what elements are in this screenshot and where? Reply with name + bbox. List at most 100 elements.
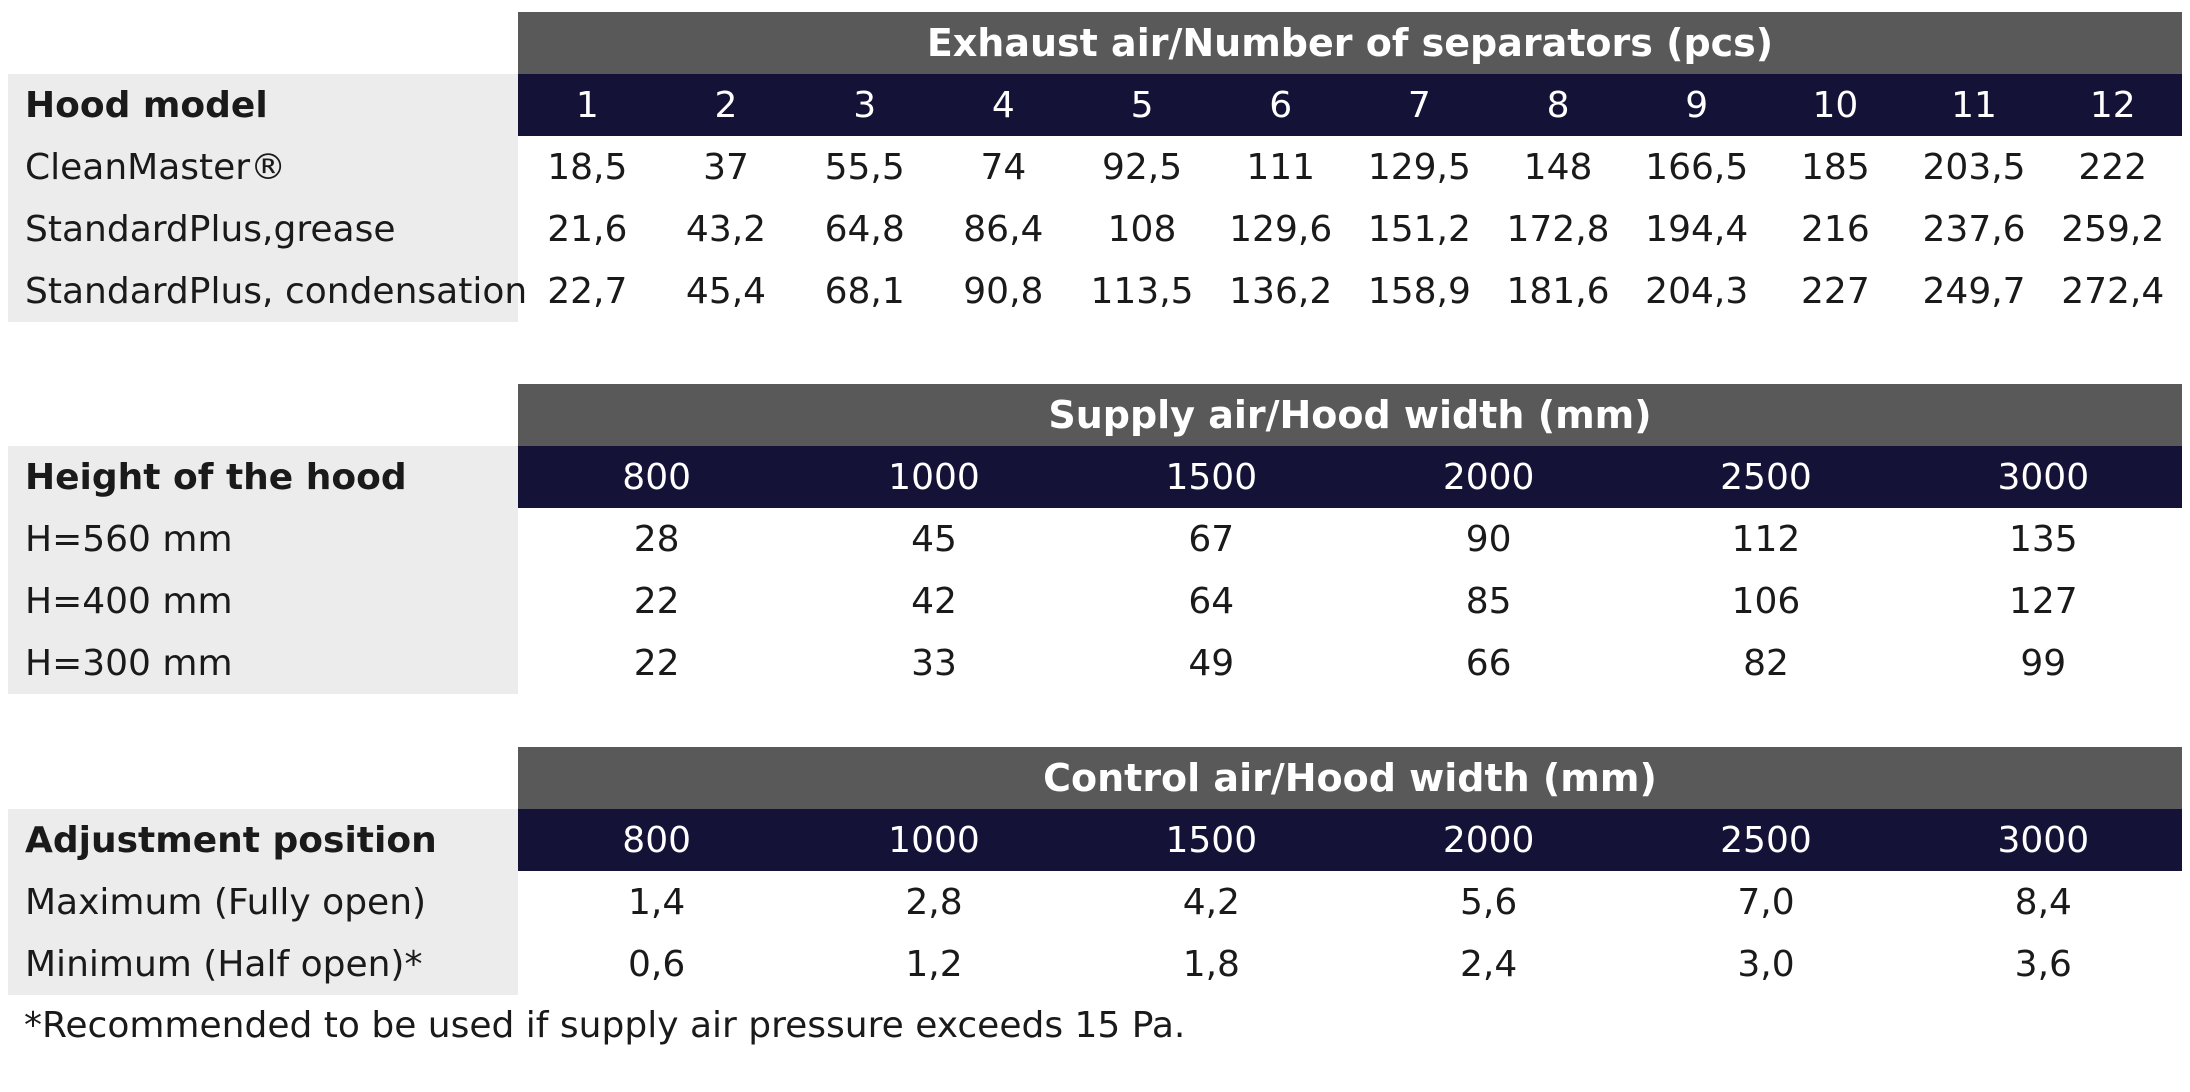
cell: 237,6 [1922, 208, 2026, 250]
cell: 8,4 [2014, 881, 2072, 923]
cell: 37 [703, 146, 749, 188]
control-air-table: Control air/Hood width (mm) Adjustment p… [8, 747, 2182, 995]
row-label: H=560 mm [8, 508, 518, 570]
row-label: CleanMaster® [8, 136, 518, 198]
cell: 111 [1246, 146, 1316, 188]
cell: 66 [1465, 642, 1512, 684]
cell: 227 [1801, 270, 1870, 312]
cell: 28 [633, 518, 680, 560]
column-header: 5 [1130, 84, 1154, 126]
row-label: H=300 mm [8, 632, 518, 694]
table-row: StandardPlus,grease 21,6 43,2 64,8 86,4 … [8, 198, 2182, 260]
cell: 4,2 [1182, 881, 1240, 923]
column-header: 11 [1951, 84, 1997, 126]
cell: 18,5 [547, 146, 628, 188]
column-header: 8 [1546, 84, 1570, 126]
cell: 194,4 [1645, 208, 1749, 250]
cell: 158,9 [1367, 270, 1471, 312]
cell: 2,4 [1460, 943, 1518, 985]
row-label: Maximum (Fully open) [8, 871, 518, 933]
column-header: 7 [1407, 84, 1431, 126]
table-row: StandardPlus, condensation 22,7 45,4 68,… [8, 260, 2182, 322]
cell: 92,5 [1101, 146, 1183, 188]
cell: 90 [1465, 518, 1512, 560]
cell: 43,2 [685, 208, 767, 250]
cell: 127 [2008, 580, 2078, 622]
cell: 272,4 [2061, 270, 2165, 312]
blank-corner [8, 747, 518, 809]
cell: 185 [1801, 146, 1870, 188]
cell: 249,7 [1922, 270, 2026, 312]
cell: 148 [1523, 146, 1593, 188]
cell: 21,6 [547, 208, 628, 250]
cell: 1,2 [905, 943, 963, 985]
cell: 112 [1731, 518, 1801, 560]
column-header: 1500 [1165, 456, 1258, 498]
control-table-title: Control air/Hood width (mm) [518, 747, 2182, 809]
column-header: 2500 [1720, 456, 1812, 498]
column-header: 4 [991, 84, 1015, 126]
cell: 166,5 [1645, 146, 1749, 188]
supply-title-row: Supply air/Hood width (mm) [8, 384, 2182, 446]
cell: 22 [633, 642, 680, 684]
cell: 113,5 [1090, 270, 1194, 312]
column-header: 3 [853, 84, 877, 126]
cell: 45 [911, 518, 957, 560]
row-label: Minimum (Half open)* [8, 933, 518, 995]
column-header: 3000 [1997, 456, 2090, 498]
cell: 64,8 [824, 208, 905, 250]
cell: 64 [1188, 580, 1235, 622]
column-header: 1000 [888, 819, 980, 861]
cell: 222 [2078, 146, 2148, 188]
control-title-row: Control air/Hood width (mm) [8, 747, 2182, 809]
cell: 136,2 [1229, 270, 1333, 312]
cell: 259,2 [2061, 208, 2165, 250]
exhaust-row-header: Hood model [8, 74, 518, 136]
cell: 0,6 [628, 943, 686, 985]
column-header: 2000 [1442, 456, 1535, 498]
cell: 67 [1188, 518, 1235, 560]
cell: 2,8 [905, 881, 963, 923]
control-header-row: Adjustment position 800 1000 1500 2000 2… [8, 809, 2182, 871]
blank-corner [8, 384, 518, 446]
cell: 82 [1743, 642, 1789, 684]
column-header: 12 [2089, 84, 2136, 126]
table-row: CleanMaster® 18,5 37 55,5 74 92,5 111 12… [8, 136, 2182, 198]
cell: 22,7 [547, 270, 628, 312]
cell: 49 [1188, 642, 1235, 684]
cell: 172,8 [1506, 208, 1610, 250]
cell: 33 [911, 642, 957, 684]
cell: 3,0 [1737, 943, 1795, 985]
column-header: 1000 [888, 456, 980, 498]
table-row: H=300 mm 22 33 49 66 82 99 [8, 632, 2182, 694]
cell: 216 [1801, 208, 1870, 250]
cell: 42 [911, 580, 957, 622]
cell: 151,2 [1367, 208, 1471, 250]
column-header: 800 [622, 819, 692, 861]
cell: 90,8 [963, 270, 1044, 312]
cell: 99 [2020, 642, 2067, 684]
row-label: StandardPlus, condensation [8, 260, 527, 322]
table-row: H=560 mm 28 45 67 90 112 135 [8, 508, 2182, 570]
exhaust-table-title: Exhaust air/Number of separators (pcs) [518, 12, 2182, 74]
cell: 22 [633, 580, 680, 622]
control-row-header: Adjustment position [8, 809, 518, 871]
row-label: StandardPlus,grease [8, 198, 518, 260]
exhaust-air-table: Exhaust air/Number of separators (pcs) H… [8, 12, 2182, 322]
supply-air-table: Supply air/Hood width (mm) Height of the… [8, 384, 2182, 694]
footnote: *Recommended to be used if supply air pr… [24, 1005, 1186, 1046]
cell: 85 [1465, 580, 1512, 622]
column-header: 3000 [1997, 819, 2090, 861]
supply-table-title: Supply air/Hood width (mm) [518, 384, 2182, 446]
blank-corner [8, 12, 518, 74]
cell: 129,5 [1367, 146, 1471, 188]
cell: 1,4 [628, 881, 686, 923]
cell: 3,6 [2014, 943, 2072, 985]
column-header: 800 [622, 456, 692, 498]
column-header: 1500 [1165, 819, 1258, 861]
cell: 204,3 [1645, 270, 1749, 312]
cell: 74 [980, 146, 1027, 188]
table-row: H=400 mm 22 42 64 85 106 127 [8, 570, 2182, 632]
cell: 45,4 [685, 270, 767, 312]
column-header: 10 [1812, 84, 1859, 126]
